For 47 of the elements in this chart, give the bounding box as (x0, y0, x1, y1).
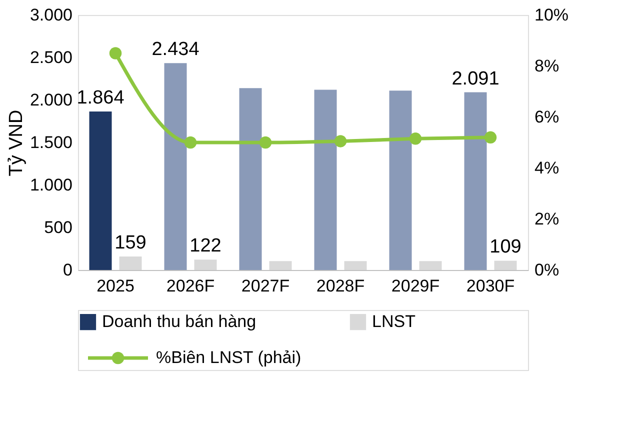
y-tick-label: 500 (44, 218, 72, 237)
x-tick-label: 2028F (316, 276, 365, 296)
data-label: 109 (490, 236, 522, 258)
y-tick-label: 3.000 (30, 6, 72, 24)
y2-tick-label: 6% (534, 108, 560, 126)
point (109, 47, 122, 60)
y2-tick-label: 10% (534, 6, 569, 24)
bar (419, 261, 442, 270)
bar (194, 260, 217, 270)
y2-tick-label: 4% (534, 158, 560, 178)
data-label: 2.434 (152, 39, 200, 60)
bar (389, 90, 412, 270)
x-tick-label: 2030F (466, 276, 515, 296)
point (409, 132, 422, 145)
y-tick-label: 1.000 (30, 176, 72, 194)
y2-tick-label: 2% (534, 210, 560, 228)
x-tick-label: 2027F (241, 276, 290, 296)
bar (164, 63, 187, 270)
x-tick-label: 2026F (166, 276, 215, 296)
bar (344, 261, 367, 270)
point (184, 136, 197, 149)
data-label: 159 (114, 232, 146, 254)
legend-label: %Biên LNST (phải) (156, 348, 302, 367)
legend-label: Doanh thu bán hàng (102, 312, 256, 331)
y-tick-label: 1.500 (30, 133, 72, 152)
y-tick-label: 0 (63, 260, 72, 280)
bar (239, 88, 262, 270)
y2-tick-label: 8% (534, 56, 560, 76)
point (334, 135, 347, 148)
bar (464, 92, 487, 270)
y-tick-label: 2.000 (30, 90, 72, 110)
y-axis-title: Tỷ VND (6, 110, 27, 176)
x-tick-label: 2029F (391, 276, 440, 296)
y-tick-label: 2.500 (30, 48, 72, 67)
point (259, 136, 272, 149)
bar (314, 90, 337, 270)
data-label: 122 (190, 236, 222, 257)
bar (89, 112, 112, 270)
bar (494, 260, 517, 270)
y2-tick-label: 0% (534, 260, 560, 280)
legend-label: LNST (372, 312, 416, 331)
data-label: 2.091 (452, 68, 500, 90)
point (484, 131, 497, 144)
bar (119, 256, 142, 270)
x-tick-label: 2025 (96, 276, 134, 296)
data-label: 1.864 (76, 88, 125, 109)
bar (269, 261, 292, 270)
